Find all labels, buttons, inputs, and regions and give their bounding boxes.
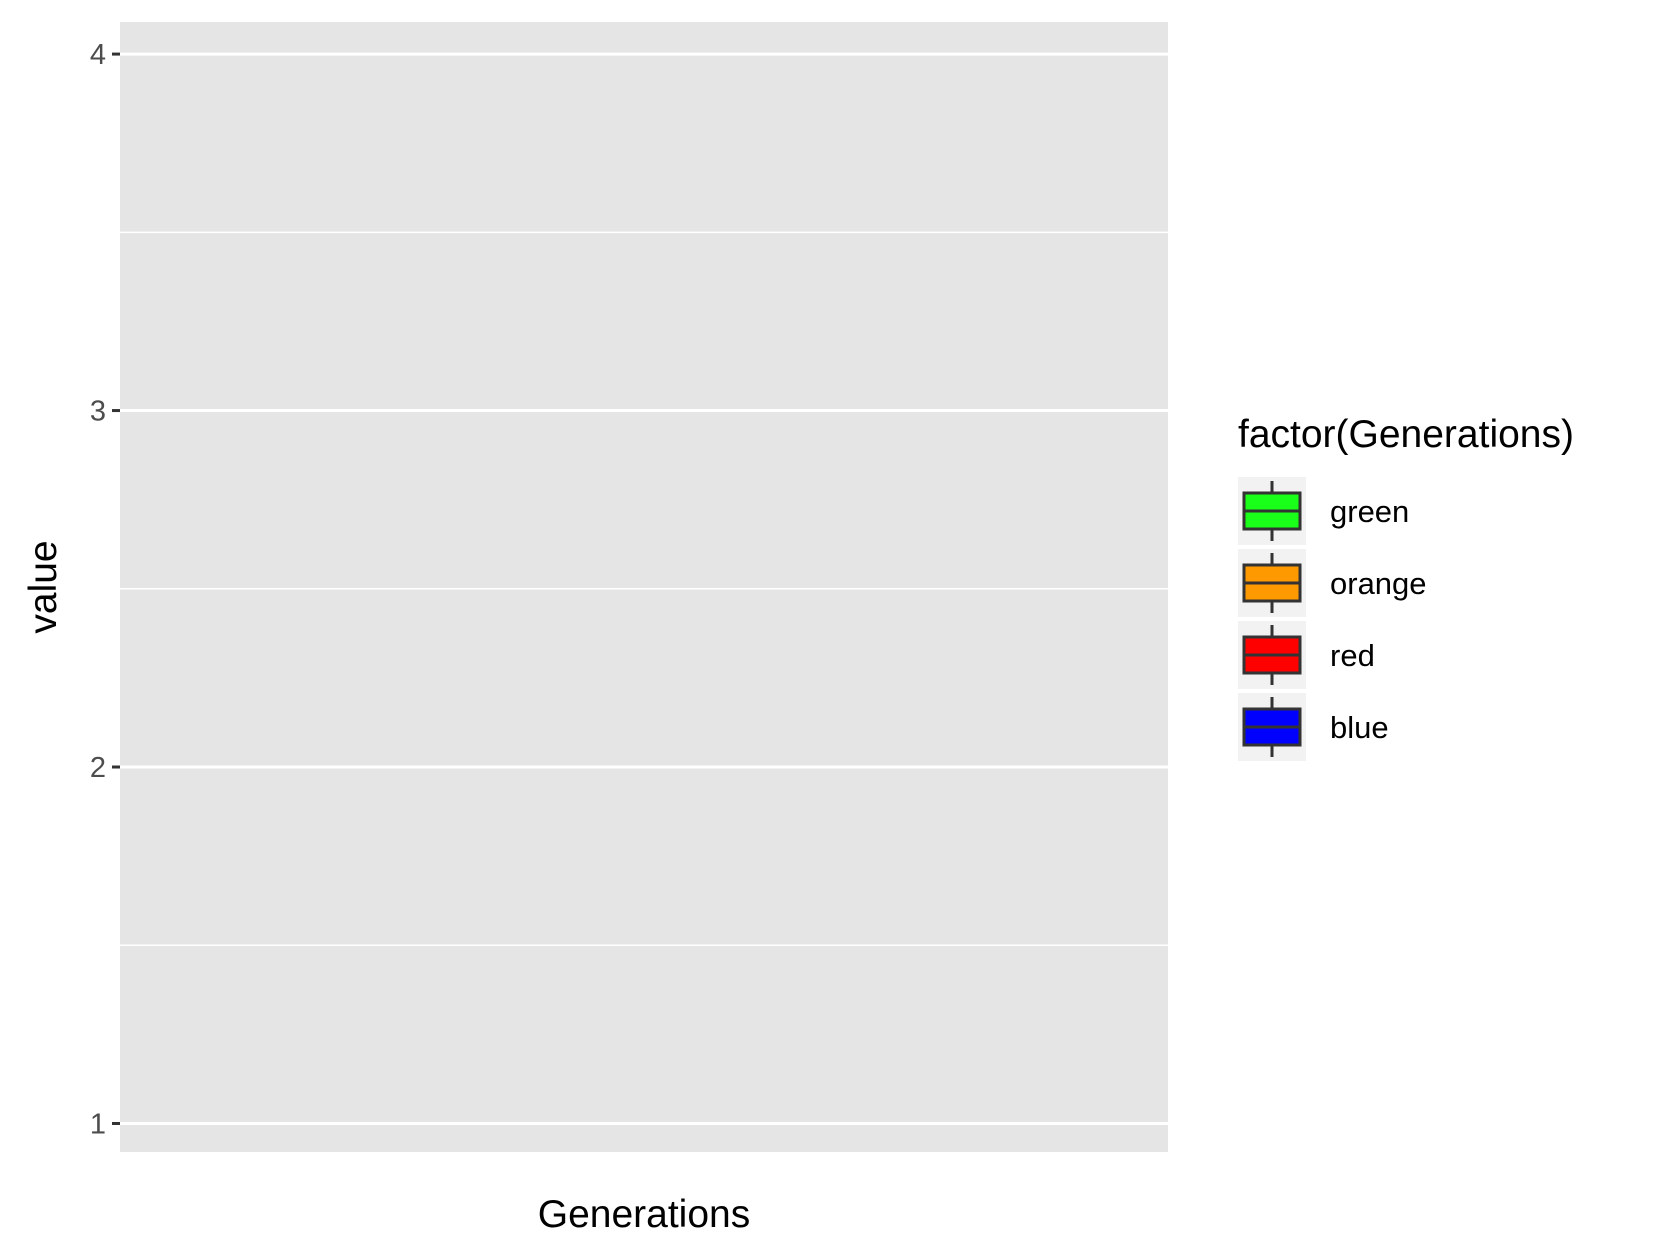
legend-label: orange: [1330, 566, 1427, 601]
y-axis: 1 2 3 4: [90, 39, 120, 1140]
plot-panel: [120, 22, 1168, 1152]
legend-item-blue: blue: [1238, 693, 1389, 761]
legend-label: green: [1330, 494, 1409, 529]
minor-gridlines: [120, 231, 1168, 946]
major-gridlines: [120, 52, 1168, 1125]
y-tick-label: 3: [90, 396, 106, 428]
legend-item-orange: orange: [1238, 549, 1427, 617]
y-axis-title: value: [22, 540, 65, 633]
x-axis-title: Generations: [538, 1193, 750, 1236]
legend-item-red: red: [1238, 621, 1375, 689]
y-tick-label: 1: [90, 1108, 106, 1140]
legend-label: red: [1330, 638, 1375, 673]
legend: factor(Generations) green orange red blue: [1238, 413, 1574, 761]
legend-items: green orange red blue: [1238, 477, 1427, 761]
legend-title: factor(Generations): [1238, 413, 1574, 456]
y-tick-label: 2: [90, 752, 106, 784]
y-tick-label: 4: [90, 39, 106, 71]
legend-label: blue: [1330, 710, 1389, 745]
legend-item-green: green: [1238, 477, 1409, 545]
